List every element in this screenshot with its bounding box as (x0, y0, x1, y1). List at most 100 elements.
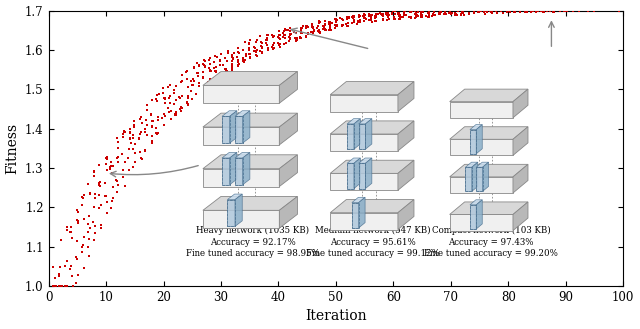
Point (399, 8, 409, 13)
Point (429, 8, 439, 13)
Point (395, 16, 405, 21)
Point (319, 19, 330, 24)
Point (79, 216, 90, 222)
Point (153, 117, 163, 122)
Point (198, 62, 209, 67)
Point (171, 109, 181, 114)
Point (245, 54, 255, 60)
Point (308, 30, 318, 36)
Point (54, 272, 64, 278)
Point (515, 8, 525, 13)
Point (561, 7, 572, 12)
Point (406, 8, 416, 13)
Point (343, 20, 353, 26)
Point (428, 7, 438, 12)
Point (183, 85, 193, 90)
Point (584, 7, 594, 13)
Point (209, 59, 220, 64)
Point (211, 68, 221, 73)
Point (480, 11, 490, 16)
Point (134, 137, 145, 142)
Point (164, 82, 175, 88)
Point (463, 7, 473, 12)
Point (440, 8, 451, 13)
Point (612, 7, 623, 12)
Point (410, 8, 420, 13)
Point (413, 13, 423, 18)
Point (71, 254, 81, 260)
Point (522, 9, 532, 14)
Point (451, 11, 461, 16)
Point (61, 283, 71, 289)
Point (88, 174, 99, 179)
Point (292, 37, 303, 42)
Point (394, 11, 404, 16)
Point (601, 7, 611, 12)
Point (285, 32, 295, 38)
Point (434, 11, 444, 16)
Point (124, 146, 134, 152)
Point (470, 7, 480, 12)
Point (147, 124, 157, 130)
Point (371, 12, 381, 17)
Point (429, 13, 440, 18)
Point (159, 95, 170, 101)
Point (585, 7, 595, 12)
Point (314, 18, 324, 24)
Point (165, 100, 175, 106)
Point (468, 7, 479, 12)
Point (51, 283, 61, 289)
Point (527, 7, 538, 12)
Point (175, 105, 186, 110)
Point (583, 7, 593, 12)
Point (291, 38, 301, 43)
Point (188, 65, 198, 71)
Point (486, 10, 497, 15)
Point (348, 13, 358, 18)
Point (234, 62, 244, 67)
Point (280, 26, 291, 31)
Point (168, 90, 179, 96)
Point (221, 66, 232, 71)
Point (572, 8, 582, 13)
Point (262, 42, 272, 47)
Point (111, 155, 122, 160)
Point (543, 7, 553, 12)
Point (237, 59, 248, 64)
Point (338, 18, 348, 23)
Point (315, 29, 325, 35)
Point (467, 7, 477, 12)
Point (456, 11, 466, 16)
Point (561, 7, 572, 12)
Point (617, 7, 627, 12)
Point (62, 259, 72, 264)
Point (451, 12, 461, 17)
Point (565, 7, 575, 12)
Point (153, 130, 163, 136)
Point (66, 264, 76, 269)
Point (83, 245, 93, 250)
Point (108, 195, 118, 200)
Point (561, 8, 572, 13)
Point (269, 33, 279, 38)
Point (498, 7, 508, 12)
Point (233, 46, 243, 51)
Point (84, 253, 94, 259)
Point (423, 11, 433, 16)
Point (353, 13, 364, 18)
Point (404, 14, 414, 20)
Point (579, 7, 589, 12)
Point (174, 95, 184, 100)
Point (128, 164, 138, 170)
Point (154, 91, 164, 97)
Point (66, 224, 76, 230)
Point (280, 27, 291, 32)
Point (200, 87, 210, 92)
Point (531, 7, 541, 12)
Point (406, 14, 416, 19)
Point (130, 159, 140, 164)
Point (118, 135, 128, 140)
Point (566, 7, 576, 12)
Point (412, 13, 422, 18)
Point (175, 109, 186, 114)
